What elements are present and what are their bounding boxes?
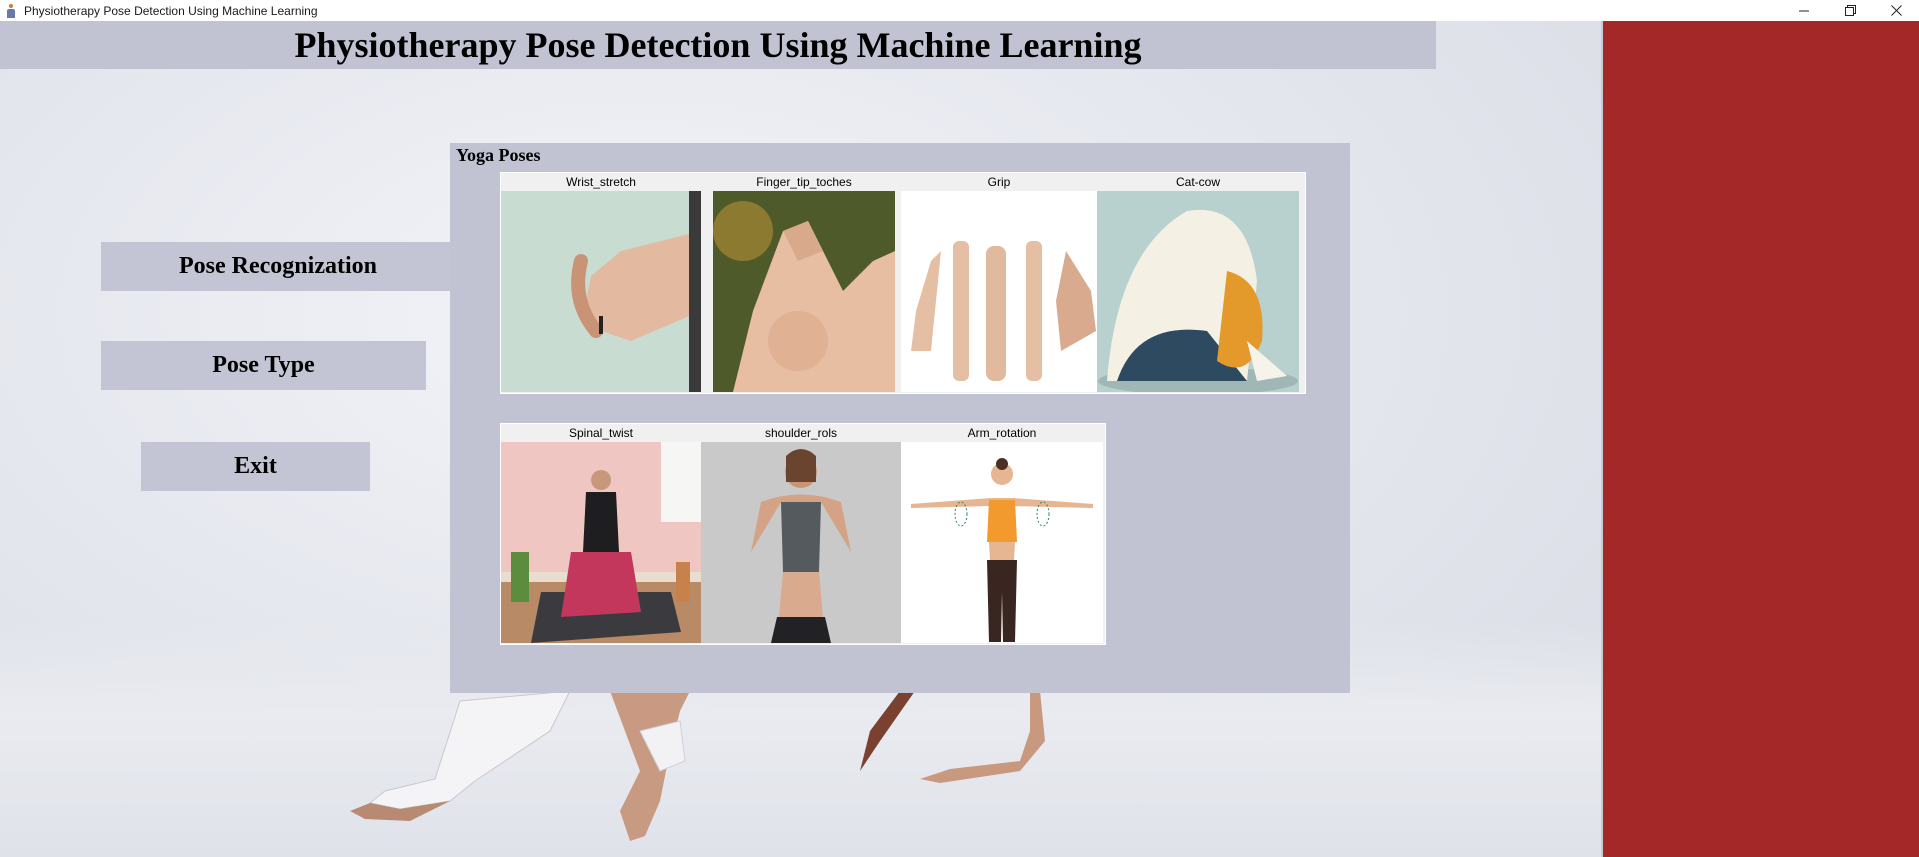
yoga-poses-panel: Yoga Poses Wrist_stretch Finger_tip_toch…	[450, 143, 1350, 693]
close-button[interactable]	[1873, 0, 1919, 21]
window-title: Physiotherapy Pose Detection Using Machi…	[24, 3, 318, 18]
header-banner: Physiotherapy Pose Detection Using Machi…	[0, 21, 1436, 69]
background-legs-illustration	[350, 691, 1045, 841]
grip-hands-photo	[901, 191, 1097, 392]
minimize-icon	[1799, 10, 1809, 11]
shoulder-rolls-photo	[701, 442, 901, 643]
exit-button[interactable]: Exit	[141, 442, 370, 491]
minimize-button[interactable]	[1781, 0, 1827, 21]
page-title: Physiotherapy Pose Detection Using Machi…	[294, 25, 1142, 65]
pose-card-shoulder-rols[interactable]: shoulder_rols	[701, 424, 901, 644]
pose-label: shoulder_rols	[764, 426, 838, 440]
pose-card-cat-cow[interactable]: Cat-cow	[1097, 173, 1299, 393]
pose-recognization-button[interactable]: Pose Recognization	[101, 242, 455, 291]
close-icon	[1890, 5, 1902, 16]
pose-card-arm-rotation[interactable]: Arm_rotation	[901, 424, 1103, 644]
finger-tip-photo	[713, 191, 895, 392]
restore-icon	[1844, 5, 1856, 16]
app-icon	[4, 3, 18, 18]
pose-label: Wrist_stretch	[566, 175, 636, 189]
yoga-poses-title: Yoga Poses	[456, 145, 541, 165]
cat-cow-photo	[1097, 191, 1299, 392]
pose-card-wrist-stretch[interactable]: Wrist_stretch	[501, 173, 701, 393]
arm-rotation-photo	[901, 442, 1103, 643]
window-titlebar: Physiotherapy Pose Detection Using Machi…	[0, 0, 1919, 21]
window-controls	[1781, 0, 1919, 21]
panel-divider	[1601, 21, 1603, 857]
spinal-twist-photo	[501, 442, 701, 643]
pose-card-finger-tip-toches[interactable]: Finger_tip_toches	[713, 173, 895, 393]
pose-label: Grip	[987, 175, 1011, 189]
wrist-stretch-photo	[501, 191, 701, 392]
pose-row-1: Wrist_stretch Finger_tip_toches	[500, 172, 1306, 394]
pose-card-grip[interactable]: Grip	[901, 173, 1097, 393]
right-side-panel	[1603, 21, 1919, 857]
pose-type-button[interactable]: Pose Type	[101, 341, 426, 390]
main-canvas: Physiotherapy Pose Detection Using Machi…	[0, 21, 1603, 857]
pose-label: Cat-cow	[1175, 175, 1220, 189]
restore-button[interactable]	[1827, 0, 1873, 21]
pose-card-spinal-twist[interactable]: Spinal_twist	[501, 424, 701, 644]
pose-label: Arm_rotation	[967, 426, 1037, 440]
pose-label: Spinal_twist	[568, 426, 634, 440]
pose-label: Finger_tip_toches	[756, 175, 852, 189]
pose-row-2: Spinal_twist	[500, 423, 1106, 645]
